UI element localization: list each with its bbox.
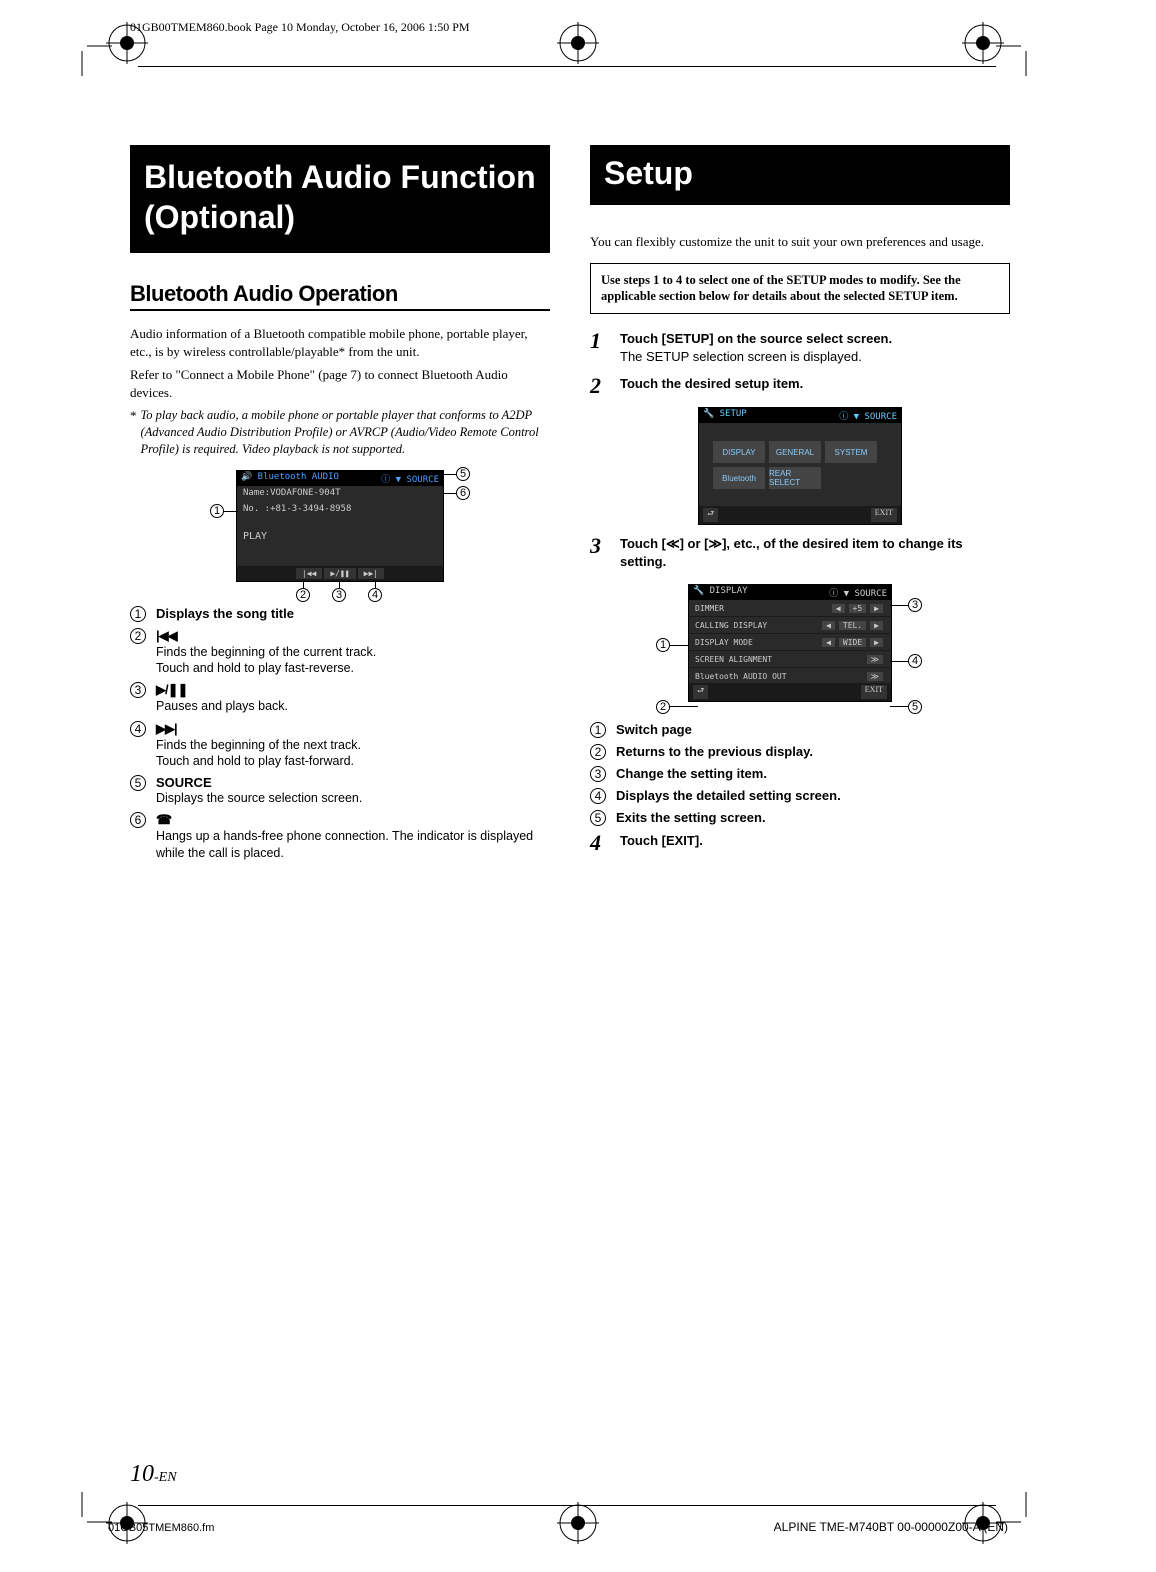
- prev-track-icon: |◀◀: [156, 628, 550, 644]
- crop-mark-tl: [52, 16, 112, 76]
- callout-1: 1: [210, 504, 224, 518]
- circ-5: 5: [130, 775, 146, 791]
- right-column: Setup You can flexibly customize the uni…: [590, 145, 1010, 867]
- figure-display-settings: 🔧 DISPLAYⓘ ▼ SOURCE DIMMER◀+5▶ CALLING D…: [650, 580, 950, 714]
- callout-r4: 4: [908, 654, 922, 668]
- left-title: Bluetooth Audio Function (Optional): [130, 145, 550, 253]
- btn-system: SYSTEM: [825, 441, 877, 463]
- screen-mock: 🔊 Bluetooth AUDIO ⓘ ▼ SOURCE Name:VODAFON…: [236, 470, 444, 582]
- btn-display: DISPLAY: [713, 441, 765, 463]
- para-2: Refer to "Connect a Mobile Phone" (page …: [130, 366, 550, 401]
- figure-bluetooth-audio: 🔊 Bluetooth AUDIO ⓘ ▼ SOURCE Name:VODAFON…: [210, 470, 470, 600]
- figure-setup-menu: 🔧 SETUPⓘ ▼ SOURCE DISPLAY GENERAL SYSTEM…: [670, 407, 930, 525]
- right-title: Setup: [590, 145, 1010, 205]
- btn-rear: REAR SELECT: [769, 467, 821, 489]
- list-item-1: 1 Displays the song title: [130, 606, 550, 622]
- header-meta: 01GB00TMEM860.book Page 10 Monday, Octob…: [130, 20, 1010, 35]
- list-item-3: 3 ▶/❚❚ Pauses and plays back.: [130, 682, 550, 714]
- list-item-2: 2 |◀◀ Finds the beginning of the current…: [130, 628, 550, 677]
- callout-5: 5: [456, 467, 470, 481]
- step-3: 3 Touch [≪] or [≫], etc., of the desired…: [590, 535, 1010, 570]
- list-item-6: 6 ☎ Hangs up a hands-free phone connecti…: [130, 812, 550, 861]
- page-number: 10-EN: [130, 1461, 177, 1488]
- hangup-icon: ☎: [156, 812, 550, 828]
- legend-2: 2Returns to the previous display.: [590, 744, 1010, 760]
- screen2-mock: 🔧 SETUPⓘ ▼ SOURCE DISPLAY GENERAL SYSTEM…: [698, 407, 902, 525]
- circ-6: 6: [130, 812, 146, 828]
- para-1: Audio information of a Bluetooth compati…: [130, 325, 550, 360]
- btn-bluetooth: Bluetooth: [713, 467, 765, 489]
- btn-exit: EXIT: [861, 685, 887, 699]
- callout-4: 4: [368, 588, 382, 602]
- screen-title: 🔊 Bluetooth AUDIO: [241, 472, 339, 485]
- callout-3: 3: [332, 588, 346, 602]
- btn-back: ⮐: [693, 685, 708, 699]
- circ-3: 3: [130, 682, 146, 698]
- callout-2: 2: [296, 588, 310, 602]
- callout-r1: 1: [656, 638, 670, 652]
- chevrons-right-icon: ≫: [708, 536, 722, 551]
- legend-4: 4Displays the detailed setting screen.: [590, 788, 1010, 804]
- ctrl-next: ▶▶|: [358, 568, 384, 579]
- footnote: To play back audio, a mobile phone or po…: [141, 407, 551, 458]
- chevrons-left-icon: ≪: [666, 536, 680, 551]
- screen3-mock: 🔧 DISPLAYⓘ ▼ SOURCE DIMMER◀+5▶ CALLING D…: [688, 584, 892, 702]
- section-heading: Bluetooth Audio Operation: [130, 281, 550, 311]
- btn-exit: EXIT: [871, 508, 897, 522]
- callout-r3: 3: [908, 598, 922, 612]
- footer-right: ALPINE TME-M740BT 00-00000Z00-A (EN): [774, 1520, 1008, 1534]
- legend-5: 5Exits the setting screen.: [590, 810, 1010, 826]
- screen-no: No. :+81-3-3494-8958: [237, 502, 443, 518]
- callout-r5: 5: [908, 700, 922, 714]
- step-1: 1 Touch [SETUP] on the source select scr…: [590, 330, 1010, 365]
- legend-1: 1Switch page: [590, 722, 1010, 738]
- legend-3: 3Change the setting item.: [590, 766, 1010, 782]
- ctrl-play: ▶/❚❚: [324, 568, 355, 579]
- btn-back: ⮐: [703, 508, 718, 522]
- circ-4: 4: [130, 721, 146, 737]
- screen-play: PLAY: [237, 517, 443, 550]
- callout-6: 6: [456, 486, 470, 500]
- footer-left: 01GB05TMEM860.fm: [108, 1522, 214, 1534]
- circ-1: 1: [130, 606, 146, 622]
- btn-general: GENERAL: [769, 441, 821, 463]
- note-star: *: [130, 407, 137, 452]
- circ-2: 2: [130, 628, 146, 644]
- next-track-icon: ▶▶|: [156, 721, 550, 737]
- crop-mark-bl: [52, 1492, 112, 1552]
- callout-r2: 2: [656, 700, 670, 714]
- screen-source: ⓘ ▼ SOURCE: [381, 472, 439, 485]
- list-item-4: 4 ▶▶| Finds the beginning of the next tr…: [130, 721, 550, 770]
- left-column: Bluetooth Audio Function (Optional) Blue…: [130, 145, 550, 867]
- play-pause-icon: ▶/❚❚: [156, 682, 550, 698]
- right-intro: You can flexibly customize the unit to s…: [590, 233, 1010, 251]
- register-mark: [557, 1502, 599, 1544]
- ctrl-prev: |◀◀: [296, 568, 322, 579]
- list-item-5: 5 SOURCE Displays the source selection s…: [130, 775, 550, 806]
- screen-name: Name:VODAFONE-904T: [237, 486, 443, 502]
- step-2: 2 Touch the desired setup item.: [590, 375, 1010, 397]
- boxed-note: Use steps 1 to 4 to select one of the SE…: [590, 263, 1010, 315]
- step-4: 4 Touch [EXIT].: [590, 832, 1010, 854]
